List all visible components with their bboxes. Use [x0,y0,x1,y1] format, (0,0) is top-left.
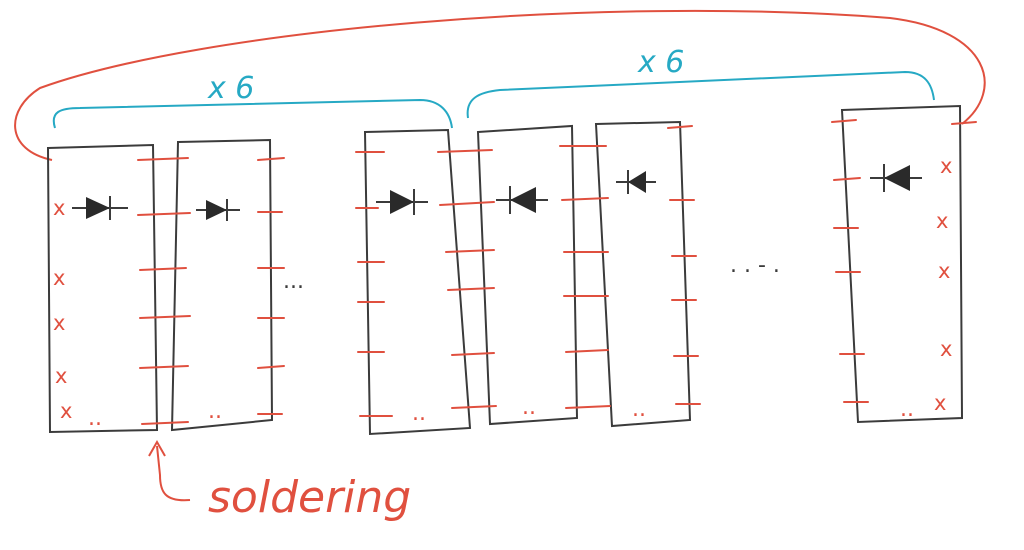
strip-ellipsis: . . - . [730,253,780,278]
solder-tab [139,365,189,369]
soldering-pointer [156,445,191,502]
group-bracket-left [52,98,453,129]
diode-forward-icon [196,199,240,221]
diode-reverse-icon [496,186,548,214]
strip-ellipsis: ... [283,269,304,294]
solder-tab [137,212,191,216]
solder-tab [831,119,857,123]
row-ellipsis: .. [208,399,222,424]
strip-1: x x x x x .. [46,143,159,434]
solder-tab [257,157,285,161]
no-solder-mark: x [940,154,952,178]
group-count-left: x 6 [207,71,254,106]
soldering-label: soldering [208,472,411,523]
solder-tab [451,352,495,356]
solder-tab [451,405,497,409]
row-ellipsis: .. [88,406,102,431]
no-solder-mark: x [940,337,952,361]
solder-tab [445,249,495,253]
series-loop-wire [14,9,986,161]
solder-tab [667,125,693,129]
solder-tabs [137,119,977,425]
solder-tab [951,121,977,125]
row-ellipsis: .. [632,397,646,422]
no-solder-mark: x [938,259,950,283]
strip-2: .. [170,138,274,432]
solder-tab [447,287,495,291]
solder-tab [561,197,609,201]
solder-tab [141,421,189,425]
solder-tab [139,315,191,319]
no-solder-mark: x [60,399,72,423]
row-ellipsis: .. [412,401,426,426]
no-solder-mark: x [53,196,65,220]
solder-tab [437,149,493,153]
strip-4: .. [476,124,579,426]
diode-reverse-icon [616,170,656,194]
solder-tab [439,201,495,206]
row-ellipsis: .. [522,395,536,420]
diode-reverse-icon [870,164,922,192]
solder-tab [139,267,187,271]
no-solder-mark: x [53,266,65,290]
row-ellipsis: .. [900,397,914,422]
solder-tab [257,365,285,369]
solder-tab [565,349,609,353]
group-bracket-right [466,70,935,119]
solder-tab [833,177,861,181]
no-solder-mark: x [934,391,946,415]
no-solder-mark: x [53,311,65,335]
no-solder-mark: x [55,364,67,388]
solder-tab [565,405,611,409]
diode-forward-icon [72,196,128,220]
diode-forward-icon [376,189,428,215]
solder-tab [137,157,189,161]
strip-6: x x x x x .. [840,104,964,424]
no-solder-mark: x [936,209,948,233]
arrow-up-icon [148,439,166,457]
group-count-right: x 6 [637,45,684,80]
strip-3: .. [363,128,472,436]
strip-5: .. [594,120,692,428]
